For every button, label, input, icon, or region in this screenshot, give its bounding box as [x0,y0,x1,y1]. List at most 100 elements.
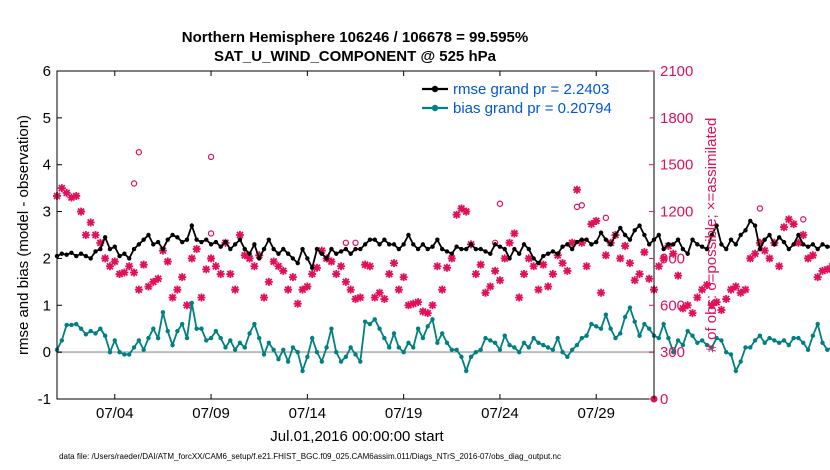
rmse-point [223,239,228,245]
rmse-point [666,242,671,247]
bias-point [401,349,406,355]
obs-assimilated-point [380,295,389,304]
obs-assimilated-point [683,301,692,310]
rmse-point [507,256,512,261]
rmse-point [820,242,825,247]
bias-point [64,322,69,328]
bias-point [690,333,695,338]
rmse-point [526,246,532,252]
bias-point [314,349,320,355]
bias-point [541,342,546,348]
obs-possible-point [496,200,504,207]
obs-assimilated-point [231,285,240,294]
obs-assimilated-point [702,280,711,289]
obs-assimilated-point [601,251,610,260]
obs-assimilated-point [808,251,817,260]
obs-assimilated-point [741,285,750,294]
obs-assimilated-point [279,266,288,275]
bias-point [488,338,493,343]
obs-assimilated-point [77,207,86,216]
obs-assimilated-point [433,262,442,271]
bias-point [468,354,474,360]
obs-assimilated-point [515,293,524,302]
bias-point [752,338,758,343]
rmse-point [160,246,166,252]
rmse-point [728,237,734,242]
legend-bias-label: bias grand pr = 0.20794 [453,100,612,117]
obs-possible-point [352,239,359,247]
obs-assimilated-point [625,259,634,268]
bias-point [497,347,503,352]
rmse-point [271,246,276,252]
bias-point [83,332,89,337]
obs-assimilated-point [755,238,764,247]
y-right-tick-label: 300 [660,344,685,361]
bias-point [536,340,541,345]
obs-possible-point [342,239,350,247]
y-right-tick-label: 0 [660,391,668,408]
y-left-tick-label: -1 [38,391,51,408]
rmse-point [435,237,440,242]
rmse-point [93,249,98,254]
bias-point [521,340,527,345]
y-right-tick-label: 1800 [660,110,693,127]
rmse-point [179,239,185,245]
bias-point [459,354,464,360]
bias-point [464,368,469,374]
bias-point [367,321,373,327]
bias-point [107,349,113,355]
bias-point [516,349,522,355]
obs-assimilated-point [115,270,124,279]
obs-assimilated-point [178,273,187,282]
bias-point [608,326,613,331]
rmse-point [627,237,633,242]
bias-point [334,349,339,355]
y-right-tick-label: 1200 [660,204,693,221]
obs-assimilated-point [799,231,808,239]
obs-assimilated-point [139,260,148,269]
bias-point [579,335,584,341]
bias-point [805,347,811,352]
rmse-point [401,242,406,247]
bias-point [656,335,662,341]
rmse-point [170,232,175,238]
legend-rmse-label: rmse grand pr = 2.2403 [453,81,609,98]
obs-assimilated-point [187,254,196,263]
obs-assimilated-point [491,266,500,275]
rmse-point [189,223,195,228]
obs-assimilated-point [317,246,326,255]
rmse-point [295,260,300,266]
obs-assimilated-point [442,263,451,272]
rmse-point [98,246,103,252]
obs-assimilated-point [274,262,283,271]
rmse-point [112,244,117,249]
obs-assimilated-point [351,295,360,304]
obs-possible-point [207,230,215,237]
obs-assimilated-point [260,293,269,302]
obs-assimilated-point [544,282,553,291]
bias-point [637,333,642,338]
rmse-point [516,251,522,256]
rmse-point [232,242,238,247]
bias-point [170,342,175,348]
bias-point [247,331,252,336]
bias-point [748,345,753,350]
obs-assimilated-point [823,265,830,274]
rmse-point [680,246,686,252]
rmse-point [247,251,252,256]
rmse-point [801,242,806,247]
rmse-point [184,237,190,242]
rmse-point [642,232,647,238]
rmse-point [59,251,65,256]
obs-assimilated-point [399,273,408,282]
legend-rmse-marker [431,85,439,93]
rmse-point [117,253,122,259]
rmse-point [444,249,450,254]
obs-assimilated-point [173,285,182,294]
rmse-point [155,239,161,245]
legend: rmse grand pr = 2.2403 bias grand pr = 0… [418,76,650,118]
obs-assimilated-point [81,231,90,239]
rmse-point [305,256,310,261]
bias-point [622,314,628,320]
rmse-point [603,237,609,242]
